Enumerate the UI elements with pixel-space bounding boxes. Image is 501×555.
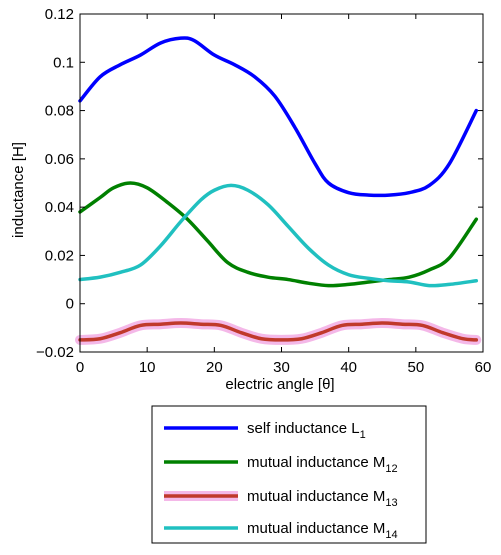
legend-label-subscript: 12 xyxy=(385,463,397,475)
x-tick-label: 10 xyxy=(139,359,156,376)
legend-label-subscript: 13 xyxy=(385,497,397,509)
x-tick-label: 60 xyxy=(475,359,492,376)
series-line-3 xyxy=(78,321,479,342)
legend-label-main: mutual inductance M xyxy=(247,488,385,505)
y-tick-label: 0.1 xyxy=(53,54,74,71)
series-line-1 xyxy=(78,36,479,198)
x-tick-label: 40 xyxy=(340,359,357,376)
x-tick-label: 20 xyxy=(206,359,223,376)
legend-label-2: mutual inductance M12 xyxy=(247,454,398,475)
series-line-4 xyxy=(78,183,479,288)
x-tick-label: 30 xyxy=(273,359,290,376)
legend-label-3: mutual inductance M13 xyxy=(247,488,398,509)
y-tick-label: 0.06 xyxy=(45,151,74,168)
y-tick-label: 0.08 xyxy=(45,103,74,120)
y-tick-label: 0.04 xyxy=(45,199,74,216)
x-tick-label: 0 xyxy=(76,359,84,376)
y-tick-label: 0 xyxy=(66,296,74,313)
legend-label-subscript: 1 xyxy=(360,429,366,441)
y-tick-label: 0.02 xyxy=(45,247,74,264)
legend-label-4: mutual inductance M14 xyxy=(247,520,398,541)
legend-label-subscript: 14 xyxy=(385,529,397,541)
legend-label-main: mutual inductance M xyxy=(247,520,385,537)
y-tick-label: 0.12 xyxy=(45,6,74,23)
x-tick-label: 50 xyxy=(407,359,424,376)
x-axis-label: electric angle [θ] xyxy=(225,376,334,393)
y-tick-label: −0.02 xyxy=(36,344,74,361)
legend-label-1: self inductance L1 xyxy=(247,420,366,441)
legend-label-main: self inductance L xyxy=(247,420,360,437)
y-axis-label: inductance [H] xyxy=(10,142,27,238)
series-line-2 xyxy=(78,181,479,288)
legend-label-main: mutual inductance M xyxy=(247,454,385,471)
plot-area xyxy=(75,36,482,345)
axes: 0 10 20 30 40 50 60−0.0200.020.040.060.080.10.… xyxy=(36,6,491,376)
